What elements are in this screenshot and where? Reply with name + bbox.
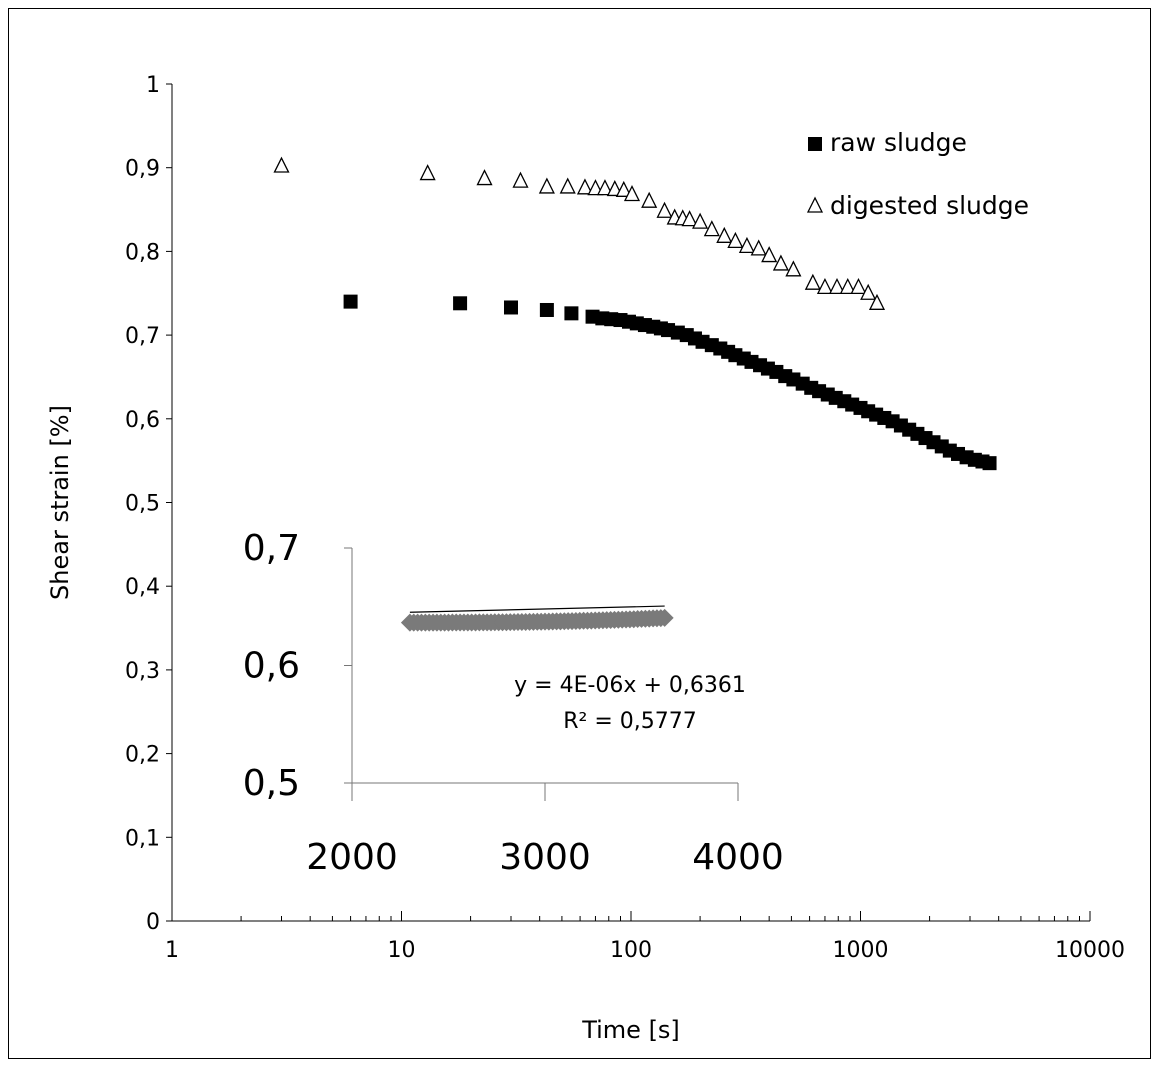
y-tick-label: 0,5 [125,492,160,517]
y-tick-label: 0,1 [125,826,160,851]
raw-sludge-point [539,302,554,317]
chart-frame [8,8,1151,1059]
digested-sludge-point [559,177,576,194]
y-tick-label: 0,6 [125,408,160,433]
y-tick-label: 0,9 [125,157,160,182]
digested-sludge-point [692,212,709,229]
digested-sludge-point [538,177,555,194]
y-tick-label: 0,2 [125,743,160,768]
digested-sludge-point [772,254,789,271]
inset-x-tick-label: 3000 [499,837,591,878]
digested-sludge-point [868,293,886,310]
digested-sludge-point [623,185,641,202]
x-axis-title: Time [s] [581,1016,680,1044]
digested-sludge-point [828,277,846,295]
digested-sludge-point [761,246,778,263]
digested-sludge-point [738,236,755,254]
inset-x-tick-label: 2000 [306,837,398,878]
digested-sludge-point [273,156,290,173]
digested-sludge-point [727,231,744,249]
digested-sludge-point [615,180,632,197]
digested-sludge-point [596,179,614,196]
legend-raw-sludge-label: raw sludge [830,128,967,157]
x-tick-label: 1000 [833,938,889,963]
inset-x-tick-label: 4000 [692,837,784,878]
x-tick-label: 1 [165,938,179,963]
digested-sludge-point [839,277,856,295]
legend-raw-sludge-marker [808,137,822,151]
x-tick-label: 100 [610,938,652,963]
y-tick-label: 1 [146,73,160,98]
raw-sludge-point [503,300,518,315]
digested-sludge-point [785,260,802,277]
digested-sludge-point [716,226,733,243]
digested-sludge-point [576,178,594,195]
legend-digested-sludge-marker [806,196,824,213]
inset-data-point [655,608,674,627]
x-tick-label: 10000 [1055,938,1125,963]
digested-sludge-point [476,169,493,186]
legend-digested-sludge-label: digested sludge [830,191,1029,220]
x-tick-label: 10 [388,938,416,963]
digested-sludge-point [512,171,529,188]
digested-sludge-point [850,277,867,295]
y-tick-label: 0,8 [125,240,160,265]
digested-sludge-point [419,164,436,181]
raw-sludge-point [564,306,579,321]
y-tick-label: 0,7 [125,324,160,349]
y-axis-title: Shear strain [%] [46,405,74,600]
trendline-equation: y = 4E-06x + 0,6361 [514,673,746,698]
inset-y-tick-label: 0,7 [243,528,300,569]
digested-sludge-point [860,283,877,300]
digested-sludge-point [750,239,767,256]
digested-sludge-point [804,273,821,290]
y-tick-label: 0,4 [125,575,160,600]
inset-y-tick-label: 0,6 [243,646,300,687]
digested-sludge-point [681,210,698,227]
digested-sludge-point [703,220,720,237]
digested-sludge-point [587,179,604,196]
digested-sludge-point [641,191,658,208]
digested-sludge-point [656,201,673,218]
raw-sludge-point [343,294,358,309]
digested-sludge-point [816,277,834,295]
inset-y-tick-label: 0,5 [243,763,300,804]
raw-sludge-point [453,296,468,311]
y-tick-label: 0 [146,910,160,935]
trendline-r-squared: R² = 0,5777 [563,709,697,734]
y-tick-label: 0,3 [125,659,160,684]
raw-sludge-point [982,456,997,471]
inset-trendline [409,605,665,613]
